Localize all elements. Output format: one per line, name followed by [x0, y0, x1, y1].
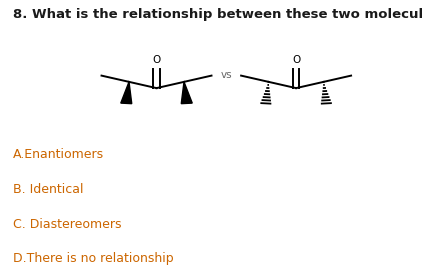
Text: B. Identical: B. Identical	[13, 183, 83, 196]
Text: 8. What is the relationship between these two molecules?: 8. What is the relationship between thes…	[13, 8, 423, 21]
Text: C. Diastereomers: C. Diastereomers	[13, 218, 121, 231]
Text: O: O	[292, 55, 300, 65]
Polygon shape	[181, 82, 192, 104]
Text: A.Enantiomers: A.Enantiomers	[13, 148, 104, 161]
Polygon shape	[121, 82, 132, 104]
Text: O: O	[152, 55, 161, 65]
Text: vs: vs	[220, 70, 232, 80]
Text: D.There is no relationship: D.There is no relationship	[13, 253, 173, 265]
